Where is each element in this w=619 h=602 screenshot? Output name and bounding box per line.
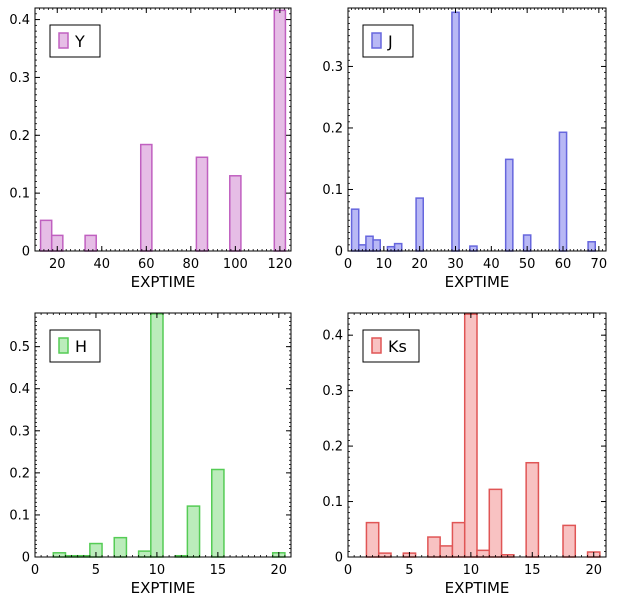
bar — [562, 524, 577, 558]
y-tick-label: 0 — [22, 245, 30, 260]
x-tick-label: 60 — [555, 257, 572, 272]
x-tick-label: 60 — [138, 257, 155, 272]
x-tick-label: 70 — [591, 257, 608, 272]
bar — [186, 505, 201, 558]
bar — [525, 461, 540, 558]
legend-swatch — [58, 32, 69, 49]
bar — [84, 234, 97, 252]
bar — [195, 156, 209, 252]
legend-label: H — [75, 337, 87, 356]
bar — [504, 158, 514, 252]
y-tick-label: 0 — [22, 551, 30, 566]
x-axis-label: EXPTIME — [131, 273, 196, 291]
bar — [415, 197, 424, 252]
x-tick-label: 10 — [376, 257, 393, 272]
bar — [451, 521, 466, 558]
x-tick-label: 30 — [447, 257, 464, 272]
x-tick-label: 120 — [267, 257, 292, 272]
x-tick-label: 80 — [183, 257, 200, 272]
bar — [451, 11, 460, 252]
panel-h: 0 5 10 15 20 0 0.1 0.2 0.3 0.4 0.5 EXPTIME H — [9, 312, 292, 597]
bar — [558, 131, 568, 252]
y-tick-label: 0 — [335, 245, 343, 260]
y-tick-label: 0.2 — [9, 129, 30, 144]
y-tick-label: 0.1 — [322, 183, 343, 198]
y-tick-label: 0.3 — [322, 384, 343, 399]
bar — [229, 175, 242, 252]
legend-label: Ks — [388, 337, 407, 356]
x-axis-label: EXPTIME — [445, 273, 510, 291]
y-tick-label: 0.4 — [9, 382, 30, 397]
bar — [488, 488, 503, 558]
bar — [139, 143, 153, 252]
x-tick-label: 5 — [405, 563, 413, 578]
bar — [365, 235, 374, 252]
x-tick-label: 50 — [519, 257, 536, 272]
x-tick-label: 20 — [411, 257, 428, 272]
legend-swatch — [371, 337, 382, 354]
y-tick-label: 0.4 — [322, 329, 343, 344]
y-tick-label: 0.3 — [9, 424, 30, 439]
legend-label: J — [387, 32, 393, 51]
y-tick-label: 0 — [335, 551, 343, 566]
y-tick-label: 0.1 — [9, 508, 30, 523]
y-tick-label: 0.3 — [322, 60, 343, 75]
legend-label: Y — [74, 32, 85, 51]
bar — [365, 521, 380, 558]
y-tick-label: 0.2 — [9, 466, 30, 481]
x-tick-label: 20 — [585, 563, 602, 578]
bar — [463, 313, 478, 558]
y-tick-label: 0.1 — [9, 187, 30, 202]
bar — [211, 468, 225, 558]
x-tick-label: 15 — [524, 563, 541, 578]
x-tick-label: 20 — [49, 257, 66, 272]
y-tick-label: 0.2 — [322, 440, 343, 455]
panel-ks: 0 5 10 15 20 0 0.1 0.2 0.3 0.4 EXPTIME Ks — [322, 312, 607, 597]
x-tick-label: 15 — [210, 563, 227, 578]
legend-swatch — [58, 337, 69, 354]
panel-j: 0 10 20 30 40 50 60 70 0 0.1 0.2 0.3 EXPTIME J — [322, 7, 608, 291]
x-axis-label: EXPTIME — [445, 579, 510, 597]
x-tick-label: 0 — [344, 563, 352, 578]
bar — [273, 9, 287, 252]
y-tick-label: 0.3 — [9, 71, 30, 86]
x-tick-label: 0 — [31, 563, 39, 578]
x-tick-label: 20 — [271, 563, 288, 578]
x-tick-label: 0 — [344, 257, 352, 272]
bar — [150, 313, 164, 558]
y-tick-label: 0.5 — [9, 340, 30, 355]
bar — [39, 219, 53, 252]
bar — [427, 536, 441, 558]
legend-swatch — [371, 32, 382, 49]
x-axis-label: EXPTIME — [131, 579, 196, 597]
y-tick-label: 0.1 — [322, 495, 343, 510]
bar — [113, 536, 128, 558]
x-tick-label: 100 — [223, 257, 248, 272]
x-tick-label: 40 — [94, 257, 111, 272]
x-tick-label: 40 — [483, 257, 500, 272]
y-tick-label: 0.2 — [322, 121, 343, 136]
x-tick-label: 10 — [463, 563, 480, 578]
x-tick-label: 10 — [149, 563, 166, 578]
bar — [350, 208, 360, 252]
y-tick-label: 0.4 — [9, 13, 30, 28]
panel-y: 20 40 60 80 100 120 0 0.1 0.2 0.3 0.4 EXPTIME Y — [9, 7, 292, 291]
x-tick-label: 5 — [92, 563, 100, 578]
